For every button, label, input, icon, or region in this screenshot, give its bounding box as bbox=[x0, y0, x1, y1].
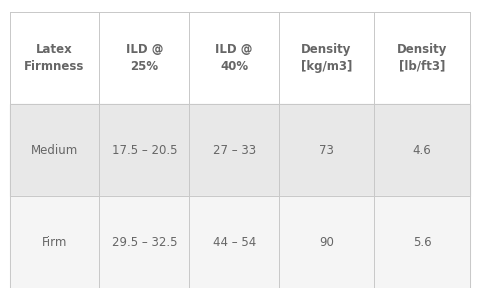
Bar bbox=[10, 12, 470, 104]
Text: Medium: Medium bbox=[31, 144, 78, 157]
Text: 44 – 54: 44 – 54 bbox=[213, 236, 256, 249]
Text: 4.6: 4.6 bbox=[413, 144, 432, 157]
Text: Latex
Firmness: Latex Firmness bbox=[24, 43, 84, 73]
Text: 17.5 – 20.5: 17.5 – 20.5 bbox=[112, 144, 177, 157]
Text: 5.6: 5.6 bbox=[413, 236, 432, 249]
Text: 73: 73 bbox=[319, 144, 334, 157]
Text: ILD @
25%: ILD @ 25% bbox=[126, 43, 163, 73]
Text: 29.5 – 32.5: 29.5 – 32.5 bbox=[112, 236, 177, 249]
Text: 90: 90 bbox=[319, 236, 334, 249]
Text: ILD @
40%: ILD @ 40% bbox=[216, 43, 253, 73]
Text: Density
[kg/m3]: Density [kg/m3] bbox=[300, 43, 352, 73]
Text: Density
[lb/ft3]: Density [lb/ft3] bbox=[397, 43, 447, 73]
Bar bbox=[10, 196, 470, 288]
Text: 27 – 33: 27 – 33 bbox=[213, 144, 256, 157]
Text: Firm: Firm bbox=[42, 236, 67, 249]
Bar bbox=[10, 104, 470, 196]
